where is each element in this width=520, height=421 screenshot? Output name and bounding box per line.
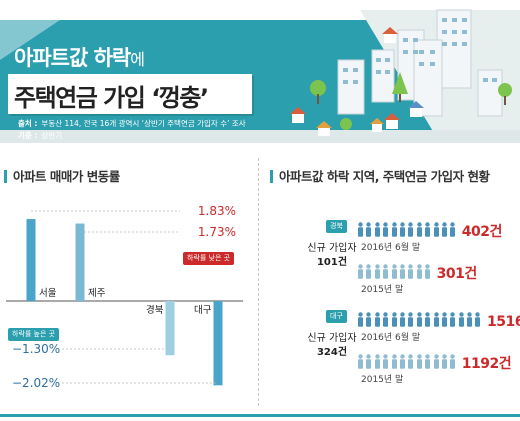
person-icon: [441, 312, 448, 331]
person-icon: [466, 312, 473, 331]
bar-경북: [165, 301, 175, 356]
person-icon: [382, 222, 389, 241]
group-label-text: 신규 가입자: [307, 333, 357, 344]
person-icon: [365, 264, 372, 283]
group-label-text: 신규 가입자: [307, 243, 357, 254]
subscriber-count: 1516건: [487, 314, 520, 330]
person-icon: [449, 222, 456, 241]
person-icon: [399, 354, 406, 373]
category-label-제주: 제주: [88, 288, 106, 299]
person-icon: [357, 222, 364, 241]
person-icon: [365, 312, 372, 331]
person-icon: [416, 354, 423, 373]
house-icon: [290, 27, 424, 136]
person-icon: [433, 312, 440, 331]
bar-서울: [26, 219, 36, 301]
group-label: 신규 가입자 324건: [296, 332, 368, 360]
person-icon-row: [357, 354, 458, 370]
person-icon: [449, 354, 456, 373]
person-icon: [382, 354, 389, 373]
person-icon: [433, 354, 440, 373]
person-icon: [391, 312, 398, 331]
person-icon: [399, 222, 406, 241]
person-icon: [374, 222, 381, 241]
person-icon: [391, 354, 398, 373]
section-divider: [258, 158, 259, 406]
person-icon: [357, 354, 364, 373]
person-icon-row: [357, 222, 458, 238]
period-label: 2015년 말: [361, 375, 404, 385]
person-icon: [424, 312, 431, 331]
person-icon: [424, 222, 431, 241]
person-icon: [433, 222, 440, 241]
person-icon: [382, 264, 389, 283]
person-icon: [391, 222, 398, 241]
person-icon: [416, 222, 423, 241]
person-icon: [357, 264, 364, 283]
title-box: [8, 74, 252, 114]
person-icon-row: [357, 264, 433, 280]
person-icon: [382, 312, 389, 331]
person-icon: [399, 312, 406, 331]
right-section-title: 아파트값 하락 지역, 주택연금 가입자 현황: [270, 166, 490, 185]
building-icon: [337, 9, 503, 117]
person-icon: [407, 312, 414, 331]
person-icon: [416, 312, 423, 331]
person-icon: [407, 354, 414, 373]
category-label-대구: 대구: [194, 305, 212, 316]
person-icon: [357, 312, 364, 331]
person-icon: [449, 312, 456, 331]
person-icon: [365, 222, 372, 241]
high-decline-tag: 하락률 높은 곳: [8, 328, 60, 341]
person-icon-row: [357, 312, 483, 328]
value-label-서울: 1.83%: [198, 204, 236, 218]
person-icon: [391, 264, 398, 283]
subscriber-count: 1192건: [461, 356, 512, 372]
title-line1: 아파트값 하락에: [14, 46, 145, 70]
bar-대구: [213, 301, 223, 386]
person-icon: [424, 264, 431, 283]
period-label: 2016년 6월 말: [361, 333, 421, 343]
tree-icon: [310, 72, 512, 130]
value-label-제주: 1.73%: [198, 225, 236, 239]
basis-line: 기준 : 상반기: [18, 131, 63, 140]
page-title: 주택연금 가입 ‘껑충’: [14, 84, 209, 112]
low-decline-tag: 하락률 낮은 곳: [183, 252, 235, 265]
subscriber-count: 402건: [461, 224, 503, 240]
person-icon: [458, 312, 465, 331]
source-line: 출처 : 부동산 114, 전국 16개 광역시 ‘상반기 주택연금 가입자 수’…: [18, 119, 246, 128]
person-icon: [407, 222, 414, 241]
price-change-chart: 1.83% 서울 1.73% 제주 −1.30% 경북 −2.02% 대구: [6, 204, 243, 390]
person-icon: [399, 264, 406, 283]
period-label: 2015년 말: [361, 285, 404, 295]
category-label-서울: 서울: [39, 288, 57, 299]
person-icon: [474, 312, 481, 331]
left-section-title: 아파트 매매가 변동률: [4, 166, 120, 185]
category-label-경북: 경북: [146, 304, 164, 316]
person-icon: [374, 354, 381, 373]
person-icon: [441, 354, 448, 373]
header-illustration: [0, 0, 520, 143]
value-label-대구: −2.02%: [12, 376, 60, 390]
subscriber-count: 301건: [436, 266, 478, 282]
group-label: 신규 가입자 101건: [296, 242, 368, 270]
region-tag: 대구: [326, 310, 347, 323]
person-icon: [416, 264, 423, 283]
person-icon: [407, 264, 414, 283]
person-icon: [365, 354, 372, 373]
person-icon: [424, 354, 431, 373]
header-banner: 아파트값 하락에 주택연금 가입 ‘껑충’ 출처 : 부동산 114, 전국 16…: [0, 0, 520, 143]
value-label-경북: −1.30%: [12, 342, 60, 356]
region-tag: 경북: [326, 220, 347, 233]
person-icon: [374, 312, 381, 331]
bar-제주: [75, 223, 85, 301]
group-new-count: 101건: [316, 257, 348, 268]
person-icon: [374, 264, 381, 283]
person-icon: [441, 222, 448, 241]
bottom-rule: [0, 414, 520, 417]
period-label: 2016년 6월 말: [361, 243, 421, 253]
group-new-count: 324건: [316, 347, 348, 358]
